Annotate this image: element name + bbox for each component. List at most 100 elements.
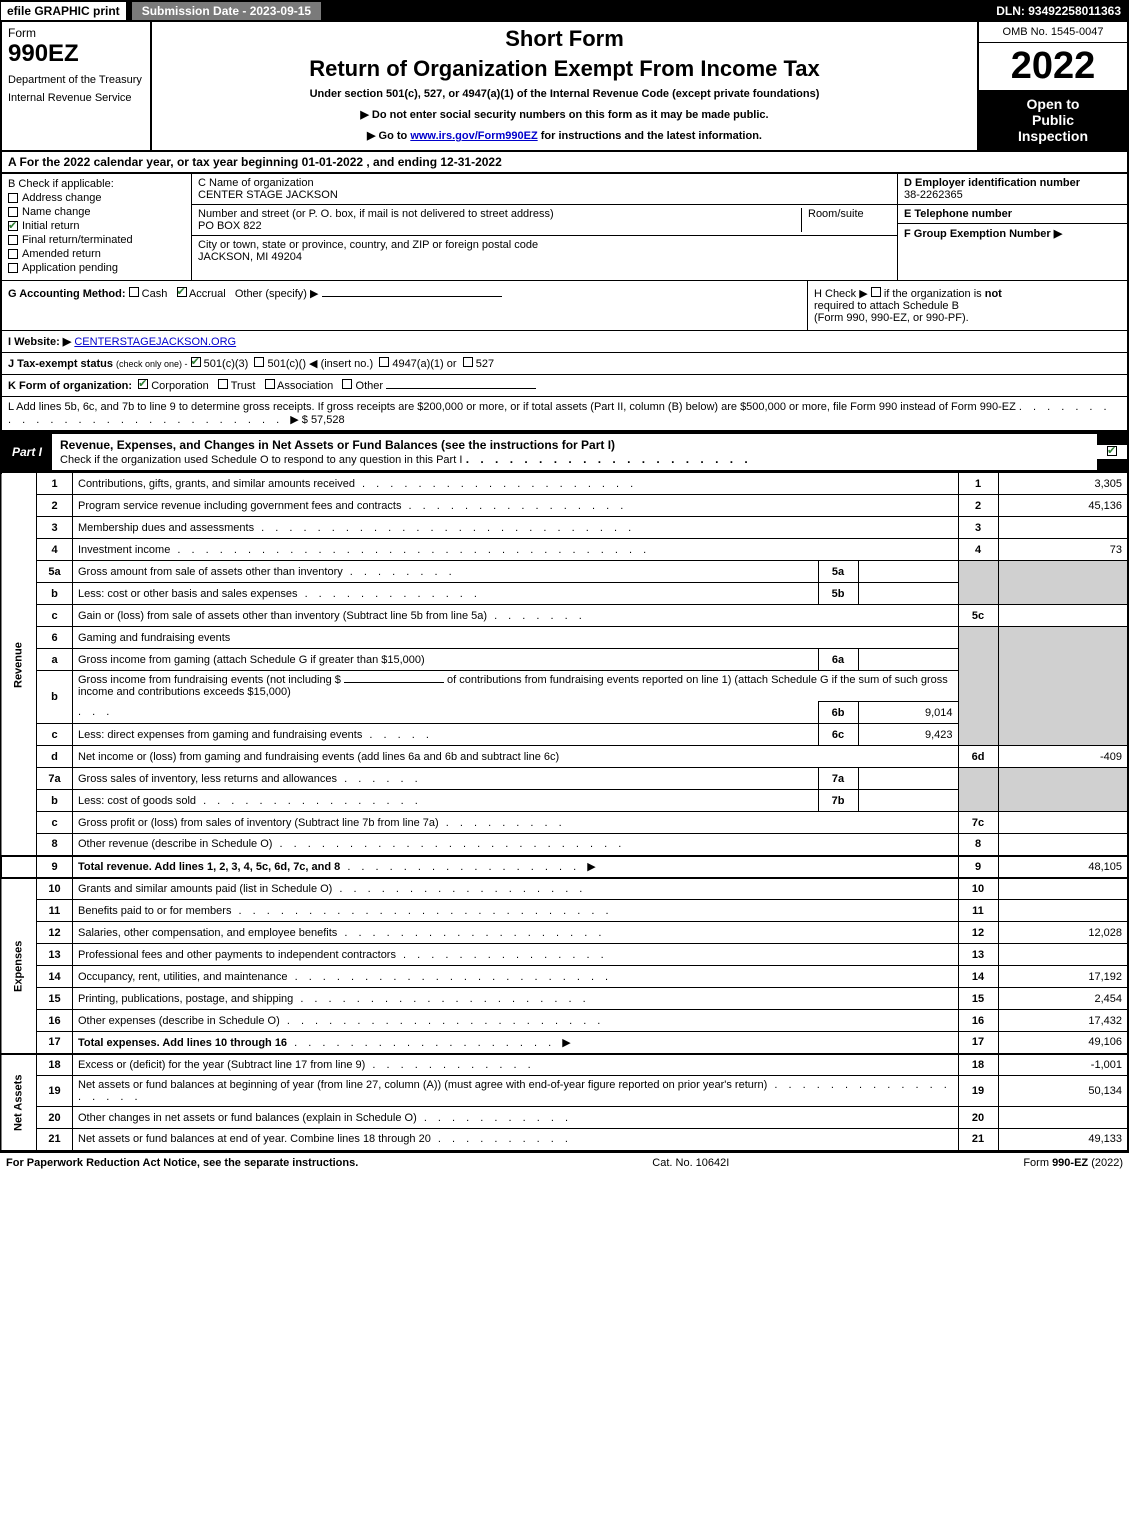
line-val: 50,134 <box>998 1076 1128 1107</box>
revenue-side-label: Revenue <box>1 473 37 856</box>
org-addr-row: Number and street (or P. O. box, if mail… <box>192 205 897 236</box>
part1-subtitle: Check if the organization used Schedule … <box>60 454 462 466</box>
line-num: 14 <box>37 966 73 988</box>
checkbox-icon[interactable] <box>218 379 228 389</box>
omb-number: OMB No. 1545-0047 <box>979 22 1127 43</box>
line-num: 11 <box>37 900 73 922</box>
line-num: 17 <box>37 1032 73 1054</box>
line-desc-cont: . . . <box>73 702 819 724</box>
line-desc: Salaries, other compensation, and employ… <box>73 922 959 944</box>
line-desc: Other changes in net assets or fund bala… <box>73 1107 959 1129</box>
line-desc: Net income or (loss) from gaming and fun… <box>73 746 959 768</box>
line-num-right: 13 <box>958 944 998 966</box>
checkbox-icon <box>8 235 18 245</box>
website-link[interactable]: CENTERSTAGEJACKSON.ORG <box>74 336 236 348</box>
line-num-right: 12 <box>958 922 998 944</box>
check-final-return[interactable]: Final return/terminated <box>8 234 185 246</box>
g-cash: Cash <box>142 288 168 300</box>
check-name-change[interactable]: Name change <box>8 206 185 218</box>
check-application-pending[interactable]: Application pending <box>8 262 185 274</box>
h-not: not <box>985 288 1002 300</box>
checkbox-checked-icon[interactable] <box>138 379 148 389</box>
line-desc: Grants and similar amounts paid (list in… <box>73 878 959 900</box>
check-amended-return[interactable]: Amended return <box>8 248 185 260</box>
irs-link[interactable]: www.irs.gov/Form990EZ <box>410 130 537 142</box>
checkbox-checked-icon <box>8 221 18 231</box>
line-num: 12 <box>37 922 73 944</box>
open-line1: Open to <box>983 96 1123 112</box>
h-text3: required to attach Schedule B <box>814 300 959 312</box>
check-initial-return[interactable]: Initial return <box>8 220 185 232</box>
line-num-right: 2 <box>958 495 998 517</box>
j-501c3: 501(c)(3) <box>204 358 249 370</box>
part1-check[interactable] <box>1097 445 1127 459</box>
line-val: 45,136 <box>998 495 1128 517</box>
line-num: 21 <box>37 1129 73 1151</box>
j-note: (check only one) - <box>116 359 188 369</box>
col-h: H Check ▶ if the organization is not req… <box>807 281 1127 330</box>
goto-line: ▶ Go to www.irs.gov/Form990EZ for instru… <box>160 129 969 142</box>
blank-6b[interactable] <box>344 682 444 683</box>
top-bar: efile GRAPHIC print Submission Date - 20… <box>0 0 1129 22</box>
table-row: Revenue 1 Contributions, gifts, grants, … <box>1 473 1128 495</box>
check-label: Address change <box>22 192 102 204</box>
line-val <box>998 834 1128 856</box>
checkbox-icon <box>8 207 18 217</box>
check-label: Name change <box>22 206 91 218</box>
shaded-cell <box>998 768 1128 812</box>
shaded-cell <box>998 627 1128 746</box>
line-desc: Gaming and fundraising events <box>73 627 959 649</box>
line-desc: Professional fees and other payments to … <box>73 944 959 966</box>
line-desc: Excess or (deficit) for the year (Subtra… <box>73 1054 959 1076</box>
line-desc: Gross profit or (loss) from sales of inv… <box>73 812 959 834</box>
checkbox-checked-icon[interactable] <box>191 357 201 367</box>
line-num: 18 <box>37 1054 73 1076</box>
shaded-cell <box>958 627 998 746</box>
i-label: I Website: ▶ <box>8 336 71 348</box>
line-val: 2,454 <box>998 988 1128 1010</box>
checkbox-icon[interactable] <box>342 379 352 389</box>
line-num-right: 7c <box>958 812 998 834</box>
line-num-right: 5c <box>958 605 998 627</box>
line-desc: Total expenses. Add lines 10 through 16 … <box>73 1032 959 1054</box>
checkbox-icon[interactable] <box>463 357 473 367</box>
footer-right-pre: Form <box>1023 1157 1052 1169</box>
table-row: 15 Printing, publications, postage, and … <box>1 988 1128 1010</box>
efile-print-label[interactable]: efile GRAPHIC print <box>0 1 127 21</box>
ein-row: D Employer identification number 38-2262… <box>898 174 1127 205</box>
checkbox-icon[interactable] <box>379 357 389 367</box>
sub-num: 7a <box>818 768 858 790</box>
net-assets-side-label: Net Assets <box>1 1054 37 1151</box>
section-j: J Tax-exempt status (check only one) - 5… <box>0 353 1129 375</box>
line-val <box>998 878 1128 900</box>
check-address-change[interactable]: Address change <box>8 192 185 204</box>
checkbox-icon[interactable] <box>265 379 275 389</box>
k-assoc: Association <box>277 380 333 392</box>
k-label: K Form of organization: <box>8 380 132 392</box>
table-row: c Gross profit or (loss) from sales of i… <box>1 812 1128 834</box>
table-row: d Net income or (loss) from gaming and f… <box>1 746 1128 768</box>
k-other-blank[interactable] <box>386 388 536 389</box>
checkbox-icon[interactable] <box>871 287 881 297</box>
line-num: 13 <box>37 944 73 966</box>
part1-tab: Part I <box>2 441 52 463</box>
table-row: 3 Membership dues and assessments . . . … <box>1 517 1128 539</box>
line-val: 73 <box>998 539 1128 561</box>
line-num-right: 14 <box>958 966 998 988</box>
checkbox-checked-icon[interactable] <box>177 287 187 297</box>
col-b: B Check if applicable: Address change Na… <box>2 174 192 280</box>
line-desc: Net assets or fund balances at end of ye… <box>73 1129 959 1151</box>
open-to-public: Open to Public Inspection <box>979 90 1127 150</box>
checkbox-icon[interactable] <box>254 357 264 367</box>
open-line3: Inspection <box>983 128 1123 144</box>
goto-pre: ▶ Go to <box>367 130 410 142</box>
line-num: 5a <box>37 561 73 583</box>
line-num: 15 <box>37 988 73 1010</box>
footer-left: For Paperwork Reduction Act Notice, see … <box>6 1157 358 1169</box>
j-insert: ) ◀ (insert no.) <box>302 358 373 370</box>
b-label: B Check if applicable: <box>8 178 185 190</box>
g-other-blank[interactable] <box>322 296 502 297</box>
blank-side <box>1 856 37 878</box>
org-city-row: City or town, state or province, country… <box>192 236 897 266</box>
checkbox-icon[interactable] <box>129 287 139 297</box>
